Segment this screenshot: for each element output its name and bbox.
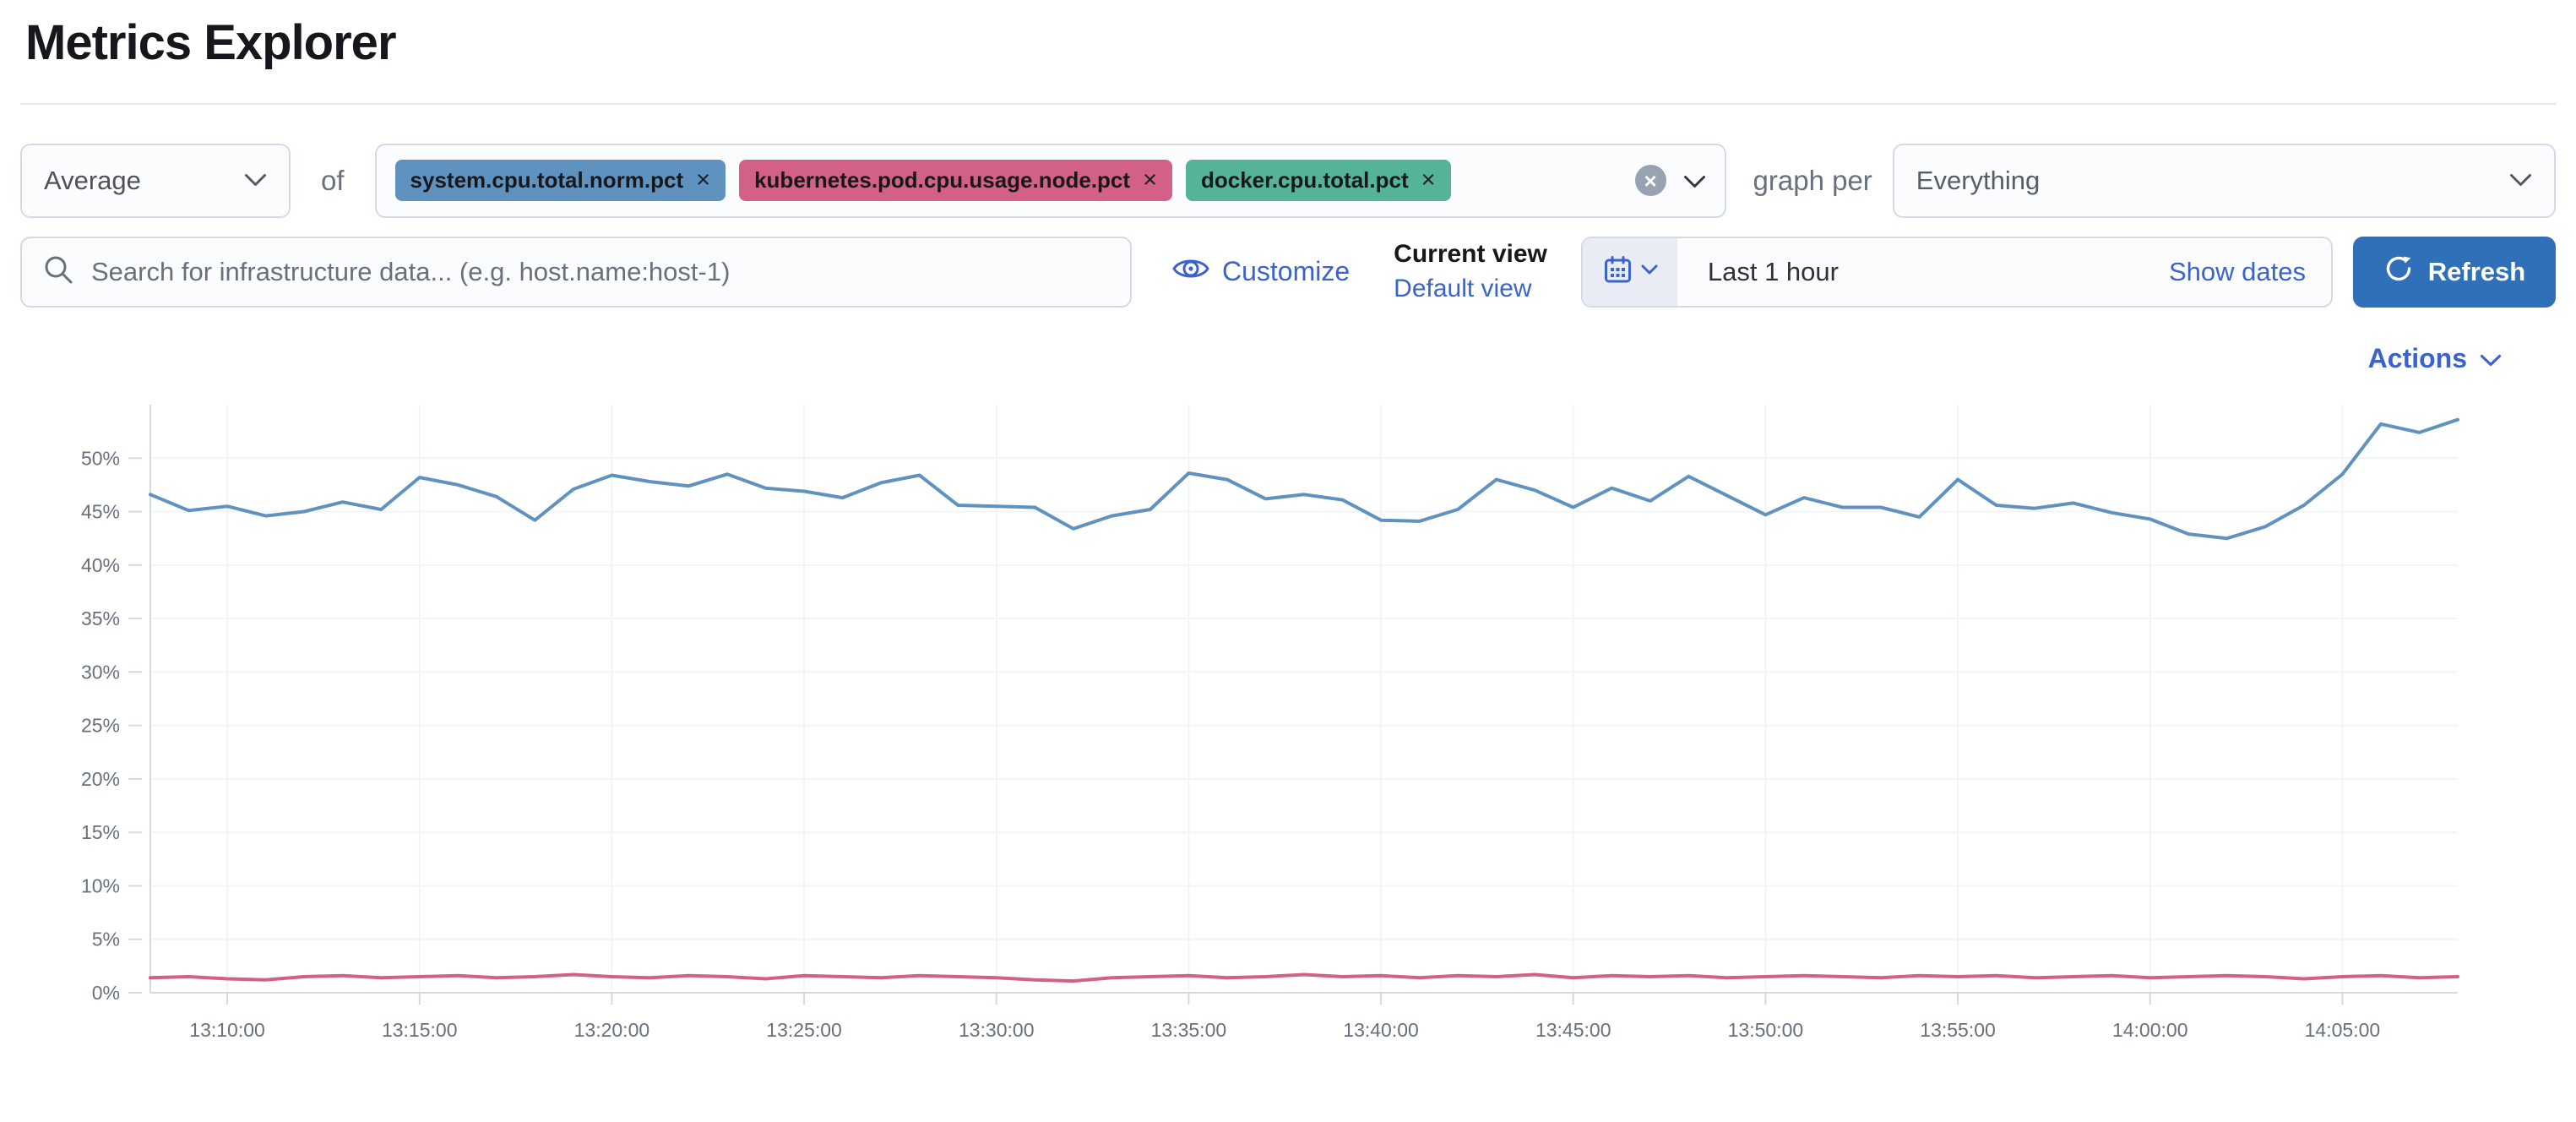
svg-text:45%: 45% <box>81 500 120 522</box>
svg-text:25%: 25% <box>81 714 120 736</box>
chevron-down-icon <box>244 173 267 188</box>
svg-text:10%: 10% <box>81 874 120 896</box>
svg-text:13:15:00: 13:15:00 <box>382 1019 458 1041</box>
date-quick-select-button[interactable] <box>1582 237 1677 306</box>
default-view-link[interactable]: Default view <box>1394 274 1532 302</box>
aggregation-value: Average <box>44 165 141 195</box>
line-chart-canvas[interactable]: 0% 5% 10% 15% 20% 25% 30% 35% 40% 45% 50% 13:10:00 1… <box>20 379 2556 1068</box>
metrics-explorer-page: Metrics Explorer Average of system.cpu.t… <box>0 14 2576 1072</box>
calendar-icon <box>1602 254 1633 290</box>
svg-text:50%: 50% <box>81 447 120 469</box>
refresh-icon <box>2383 253 2414 291</box>
header-divider <box>20 102 2556 105</box>
group-by-value: Everything <box>1916 165 2041 195</box>
metrics-combobox[interactable]: system.cpu.total.norm.pct × kubernetes.pod… <box>374 143 1726 218</box>
svg-text:15%: 15% <box>81 821 120 843</box>
metric-pills: system.cpu.total.norm.pct × kubernetes.pod… <box>394 160 1451 202</box>
svg-text:0%: 0% <box>92 982 120 1004</box>
of-label: of <box>321 164 345 196</box>
metric-pill[interactable]: kubernetes.pod.cpu.usage.node.pct × <box>739 160 1172 202</box>
view-switcher: Current view Default view <box>1394 240 1547 303</box>
search-icon <box>42 253 74 290</box>
customize-label: Customize <box>1222 256 1350 287</box>
current-view-label: Current view <box>1394 240 1547 269</box>
pill-remove-icon[interactable]: × <box>1421 166 1436 194</box>
chevron-down-icon <box>1641 264 1658 280</box>
metric-pill[interactable]: system.cpu.total.norm.pct × <box>394 160 726 202</box>
metrics-toolbar: Average of system.cpu.total.norm.pct × kub… <box>20 143 2556 218</box>
aggregation-select[interactable]: Average <box>20 143 291 218</box>
pill-remove-icon[interactable]: × <box>1143 166 1157 194</box>
metric-pill-label: docker.cpu.total.pct <box>1201 167 1409 193</box>
actions-label: Actions <box>2367 342 2467 373</box>
chevron-down-icon <box>2509 173 2532 188</box>
metric-pill[interactable]: docker.cpu.total.pct × <box>1186 160 1451 202</box>
combobox-controls: × <box>1634 165 1706 197</box>
chevron-down-icon <box>2480 343 2502 374</box>
customize-button[interactable]: Customize <box>1172 254 1350 290</box>
metric-pill-label: system.cpu.total.norm.pct <box>410 167 684 193</box>
svg-text:13:40:00: 13:40:00 <box>1343 1019 1419 1041</box>
chart-actions-menu[interactable]: Actions <box>20 343 2502 374</box>
refresh-button[interactable]: Refresh <box>2353 236 2556 308</box>
graph-per-label: graph per <box>1753 164 1872 196</box>
refresh-label: Refresh <box>2427 256 2526 286</box>
super-date-picker: Last 1 hour Show dates <box>1580 236 2333 308</box>
metrics-chart[interactable]: 0% 5% 10% 15% 20% 25% 30% 35% 40% 45% 50% 13:10:00 1… <box>20 379 2556 1072</box>
svg-text:13:55:00: 13:55:00 <box>1920 1019 1996 1041</box>
svg-text:13:50:00: 13:50:00 <box>1728 1019 1804 1041</box>
svg-text:13:45:00: 13:45:00 <box>1535 1019 1611 1041</box>
svg-text:40%: 40% <box>81 553 120 575</box>
svg-text:13:20:00: 13:20:00 <box>574 1019 650 1041</box>
svg-text:20%: 20% <box>81 768 120 790</box>
date-range-value[interactable]: Last 1 hour <box>1707 256 1839 286</box>
group-by-select[interactable]: Everything <box>1892 143 2556 218</box>
svg-text:5%: 5% <box>92 928 120 950</box>
pill-remove-icon[interactable]: × <box>696 166 711 194</box>
svg-text:13:10:00: 13:10:00 <box>189 1019 265 1041</box>
svg-text:13:30:00: 13:30:00 <box>959 1019 1035 1041</box>
search-placeholder: Search for infrastructure data... (e.g. … <box>91 256 731 286</box>
eye-icon <box>1172 254 1209 290</box>
search-input[interactable]: Search for infrastructure data... (e.g. … <box>20 236 1132 308</box>
svg-text:35%: 35% <box>81 607 120 629</box>
svg-text:13:35:00: 13:35:00 <box>1151 1019 1227 1041</box>
page-title: Metrics Explorer <box>25 15 397 70</box>
chevron-down-icon[interactable] <box>1683 166 1706 196</box>
svg-text:30%: 30% <box>81 661 120 683</box>
svg-text:13:25:00: 13:25:00 <box>766 1019 842 1041</box>
metric-pill-label: kubernetes.pod.cpu.usage.node.pct <box>754 167 1131 193</box>
clear-metrics-button[interactable]: × <box>1634 165 1666 197</box>
filter-toolbar: Search for infrastructure data... (e.g. … <box>20 236 2556 308</box>
svg-text:14:05:00: 14:05:00 <box>2305 1019 2381 1041</box>
show-dates-button[interactable]: Show dates <box>2169 256 2306 286</box>
svg-text:14:00:00: 14:00:00 <box>2112 1019 2188 1041</box>
